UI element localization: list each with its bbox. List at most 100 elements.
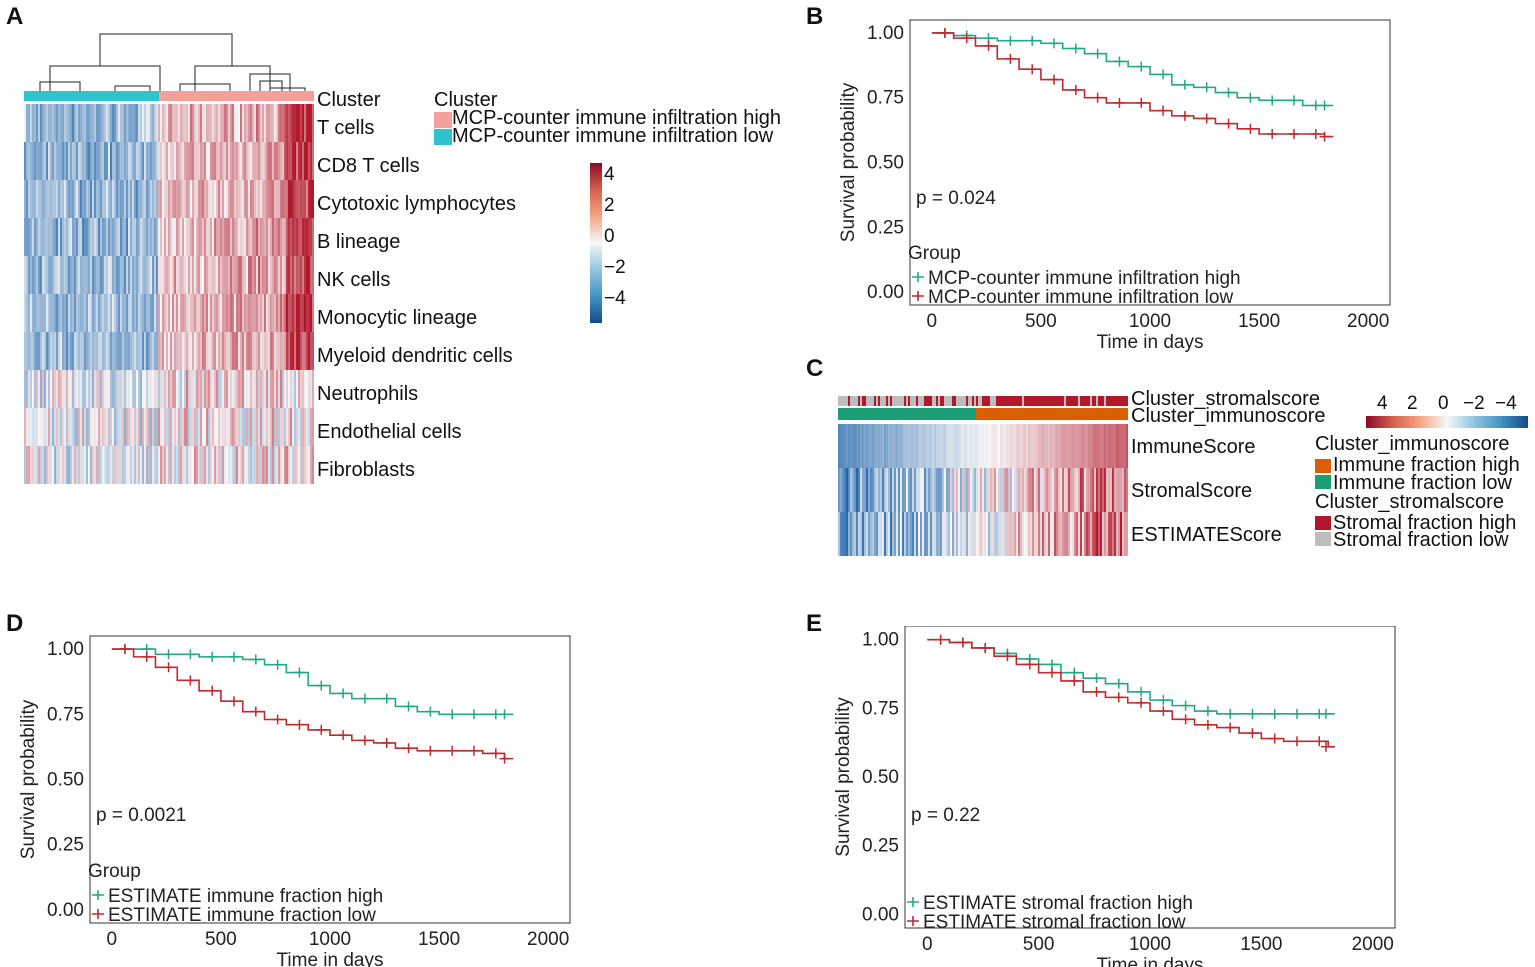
x-tick-label: 1000 xyxy=(1129,311,1171,332)
censor-mark xyxy=(1201,113,1212,124)
x-tick-label: 0 xyxy=(922,934,933,955)
y-tick-label: 1.00 xyxy=(867,23,904,44)
censor-mark xyxy=(447,709,458,720)
row-label-cytotoxic-lymphocytes: Cytotoxic lymphocytes xyxy=(317,193,516,215)
censor-mark xyxy=(983,40,994,51)
censor-mark xyxy=(185,675,196,686)
censor-mark xyxy=(1223,87,1234,98)
censor-mark xyxy=(1136,61,1147,72)
censor-mark xyxy=(338,688,349,699)
censor-mark xyxy=(1002,651,1013,662)
censor-mark xyxy=(1027,64,1038,75)
censor-mark xyxy=(141,651,152,662)
censor-mark xyxy=(250,654,261,665)
km-plot-e: 0 500 1000 1500 2000 0.00 0.25 0.50 0.75 1.00 Time… xyxy=(833,626,1396,967)
censor-mark xyxy=(1113,678,1124,689)
legend-label: ESTIMATE stromal fraction low xyxy=(923,912,1186,933)
row-label-stromalscore: StromalScore xyxy=(1131,480,1253,502)
censor-mark xyxy=(1092,48,1103,59)
legend-title-immunoscore: Cluster_immunoscore xyxy=(1315,433,1510,455)
legend-label-stromal-high: Stromal fraction high xyxy=(1333,512,1517,534)
legend-key xyxy=(907,897,919,907)
km-plot-b: 0 500 1000 1500 2000 0.00 0.25 0.50 0.75 1.00 Time… xyxy=(838,19,1391,353)
legend-key xyxy=(912,272,924,282)
x-tick-label: 2000 xyxy=(527,929,569,950)
censor-mark xyxy=(272,659,283,670)
censor-mark xyxy=(1070,84,1081,95)
legend-swatch-low xyxy=(434,129,452,145)
panel-letter-b: B xyxy=(806,3,824,30)
legend-label: MCP-counter immune infiltration low xyxy=(928,287,1233,308)
censor-mark xyxy=(1201,82,1212,93)
row-label-immunescore: ImmuneScore xyxy=(1131,436,1256,458)
panel-letter-a: A xyxy=(6,3,24,30)
p-value: p = 0.22 xyxy=(911,805,980,826)
legend-swatch-immune-low xyxy=(1315,475,1331,489)
censor-mark xyxy=(403,701,414,712)
row-label-monocytic-lineage: Monocytic lineage xyxy=(317,307,478,329)
y-tick-label: 0.50 xyxy=(862,767,899,788)
censor-mark xyxy=(935,634,946,645)
colorbar-a-tick-neg4: −4 xyxy=(604,288,626,309)
x-tick-label: 2000 xyxy=(1347,311,1389,332)
x-tick-label: 1500 xyxy=(418,929,460,950)
colorbar-c-tick-0: 0 xyxy=(1438,393,1449,414)
colorbar-c xyxy=(1366,416,1528,428)
censor-mark xyxy=(1247,728,1258,739)
row-label-neutrophils: Neutrophils xyxy=(317,383,419,405)
colorbar-a-tick-0: 0 xyxy=(604,226,615,247)
plot-frame xyxy=(89,635,571,924)
y-tick-label: 0.75 xyxy=(862,698,899,719)
row-label-nk-cells: NK cells xyxy=(317,269,391,291)
legend-label-stromal-low: Stromal fraction low xyxy=(1333,529,1509,551)
legend-label: ESTIMATE immune fraction high xyxy=(108,886,383,907)
censor-mark xyxy=(425,706,436,717)
y-tick-label: 0.00 xyxy=(862,904,899,925)
legend-swatch-stromal-low xyxy=(1315,532,1331,546)
legend-label-low: MCP-counter immune infiltration low xyxy=(452,125,774,147)
censor-mark xyxy=(1245,123,1256,134)
x-tick-label: 1500 xyxy=(1240,934,1282,955)
legend-title-group: Group xyxy=(88,861,141,882)
censor-mark xyxy=(469,745,479,756)
y-tick-label: 0.75 xyxy=(47,704,84,725)
y-axis-label: Survival probability xyxy=(833,697,854,857)
y-tick-label: 0.25 xyxy=(867,217,904,238)
censor-mark xyxy=(338,730,349,741)
censor-mark xyxy=(1180,700,1191,711)
row-label-cd8-t-cells: CD8 T cells xyxy=(317,155,420,177)
legend-label: ESTIMATE immune fraction low xyxy=(108,905,376,926)
heatmap-a xyxy=(24,104,314,484)
censor-mark xyxy=(499,753,510,764)
colorbar-c-tick-2: 2 xyxy=(1407,393,1418,414)
y-axis-label: Survival probability xyxy=(18,699,39,859)
censor-mark xyxy=(1310,129,1321,139)
censor-mark xyxy=(163,649,174,660)
censor-mark xyxy=(381,693,392,704)
censor-mark xyxy=(1314,736,1325,747)
censor-mark xyxy=(961,33,972,44)
censor-mark xyxy=(980,642,991,653)
colorbar-c-tick-neg2: −2 xyxy=(1463,393,1485,414)
y-tick-label: 0.00 xyxy=(47,900,84,921)
annotation-bar-immuno-low xyxy=(838,408,976,420)
censor-mark xyxy=(294,667,305,678)
censor-mark xyxy=(381,737,392,748)
censor-mark xyxy=(1225,708,1236,719)
legend-key xyxy=(92,890,104,900)
x-axis-label: Time in days xyxy=(277,950,384,967)
censor-mark xyxy=(1225,722,1236,733)
censor-mark xyxy=(1179,110,1190,121)
censor-mark xyxy=(1091,673,1102,684)
censor-mark xyxy=(229,651,239,662)
censor-mark xyxy=(469,709,479,720)
annotation-label-immuno: Cluster_immunoscore xyxy=(1131,405,1326,427)
censor-mark xyxy=(185,649,196,660)
legend-label-immune-low: Immune fraction low xyxy=(1333,472,1512,494)
censor-mark xyxy=(1292,736,1302,747)
censor-mark xyxy=(1027,35,1038,46)
legend-key xyxy=(912,291,924,301)
y-tick-label: 0.50 xyxy=(47,770,84,791)
legend-label-high: MCP-counter immune infiltration high xyxy=(452,107,782,129)
censor-mark xyxy=(957,637,968,648)
